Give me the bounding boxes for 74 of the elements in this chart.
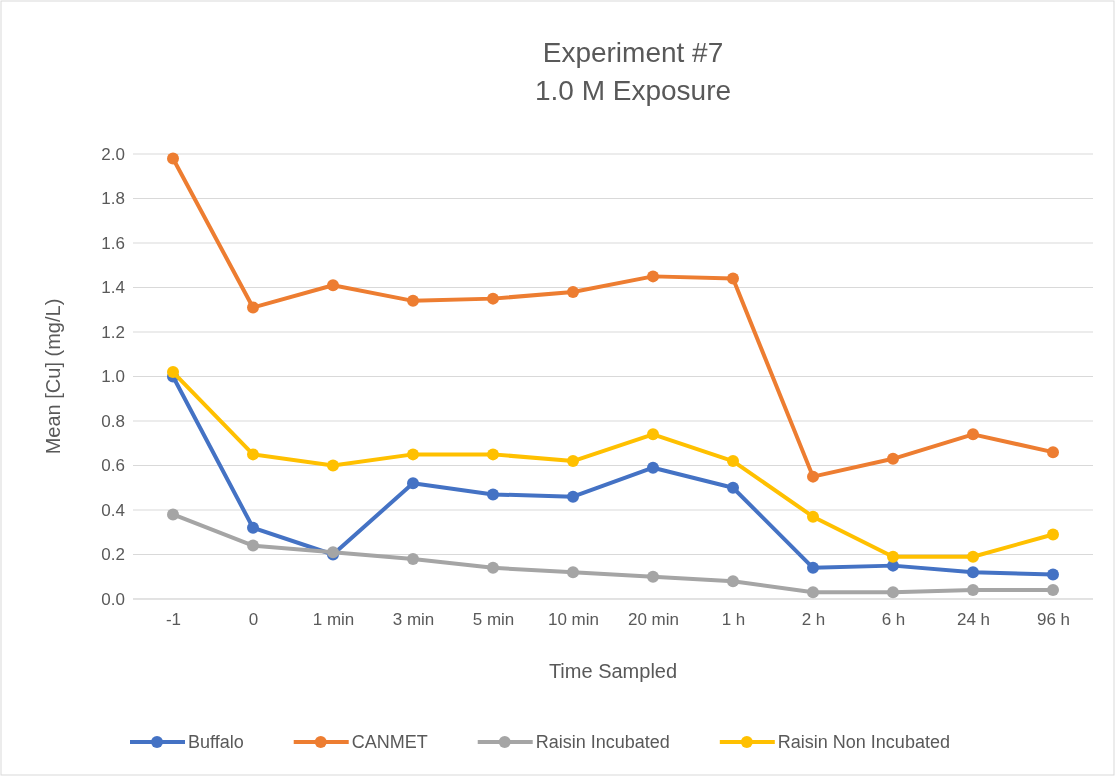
point: [647, 570, 659, 583]
point: [327, 459, 339, 472]
point: [727, 272, 739, 285]
x-tick-label: 3 min: [392, 610, 435, 630]
legend-label: Buffalo: [188, 732, 244, 752]
point: [647, 270, 659, 283]
x-tick-label: 1 h: [721, 610, 746, 630]
legend-label: Raisin Incubated: [535, 732, 670, 752]
point: [247, 448, 259, 461]
point: [1047, 584, 1059, 597]
x-tick-label: 24 h: [956, 610, 991, 630]
point: [887, 586, 899, 599]
point: [407, 448, 419, 461]
point: [167, 366, 179, 379]
point: [727, 575, 739, 588]
point: [327, 279, 339, 292]
point: [247, 521, 259, 534]
y-tick-label: 0.0: [101, 589, 125, 609]
y-tick-label: 1.8: [101, 189, 125, 209]
legend-label: Raisin Non Incubated: [777, 732, 950, 752]
legend-label: CANMET: [351, 732, 428, 752]
x-tick-label: 20 min: [627, 610, 680, 630]
x-tick-label: 10 min: [547, 610, 600, 630]
y-tick-label: 0.6: [101, 456, 125, 476]
x-tick-label: -1: [165, 610, 182, 630]
point: [167, 508, 179, 521]
x-tick-label: 6 h: [881, 610, 906, 630]
point: [1047, 446, 1059, 459]
point: [567, 455, 579, 468]
point: [407, 552, 419, 565]
point: [247, 539, 259, 552]
chart-title: Experiment #7 1.0 M Exposure: [534, 37, 732, 106]
point: [407, 294, 419, 307]
x-tick-label: 0: [248, 610, 259, 630]
y-axis-title: Mean [Cu] (mg/L): [42, 298, 64, 455]
y-tick-label: 0.2: [101, 545, 125, 565]
point: [1047, 528, 1059, 541]
x-axis-title: Time Sampled: [548, 660, 678, 682]
x-tick-label: 5 min: [472, 610, 515, 630]
point: [887, 550, 899, 563]
point: [967, 566, 979, 579]
point: [567, 490, 579, 503]
point: [967, 550, 979, 563]
point: [567, 285, 579, 298]
point: [647, 461, 659, 474]
point: [807, 470, 819, 483]
point: [487, 292, 499, 305]
point: [487, 488, 499, 501]
x-tick-label: 2 h: [801, 610, 826, 630]
y-tick-label: 1.4: [101, 278, 125, 298]
point: [967, 428, 979, 441]
point: [807, 510, 819, 523]
x-tick-label: 1 min: [312, 610, 355, 630]
point: [407, 477, 419, 490]
point: [567, 566, 579, 579]
point: [1047, 568, 1059, 581]
point: [807, 561, 819, 574]
point: [247, 301, 259, 314]
y-tick-label: 0.4: [101, 500, 125, 520]
point: [727, 481, 739, 494]
y-tick-label: 0.8: [101, 411, 125, 431]
x-tick-label: 96 h: [1036, 610, 1071, 630]
y-tick-label: 1.6: [101, 233, 125, 253]
y-tick-label: 2.0: [101, 144, 125, 164]
y-tick-label: 1.0: [101, 367, 125, 387]
point: [647, 428, 659, 441]
point: [887, 452, 899, 465]
point: [167, 152, 179, 165]
point: [487, 561, 499, 574]
point: [727, 455, 739, 468]
point: [967, 584, 979, 597]
point: [487, 448, 499, 461]
point: [807, 586, 819, 599]
y-tick-label: 1.2: [101, 322, 125, 342]
